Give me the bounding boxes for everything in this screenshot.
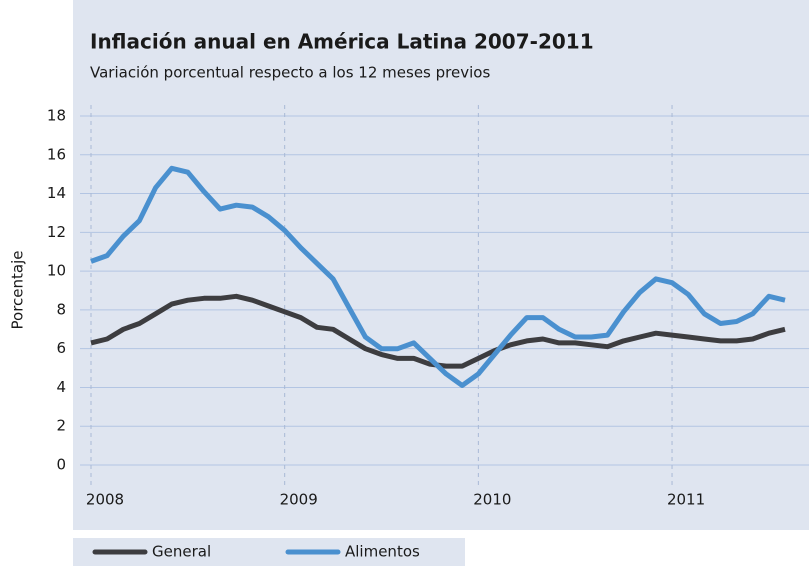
chart-subtitle: Variación porcentual respecto a los 12 m… [90, 64, 490, 82]
y-tick-label: 14 [47, 184, 66, 202]
legend-label: General [152, 543, 211, 561]
y-tick-label: 12 [47, 223, 66, 241]
x-tick-label: 2009 [280, 491, 318, 509]
y-tick-label: 4 [56, 378, 66, 396]
plot-background [73, 0, 809, 530]
y-tick-label: 6 [56, 339, 66, 357]
series-line [90, 165, 786, 388]
y-tick-label: 2 [56, 417, 66, 435]
y-tick-label: 0 [56, 456, 66, 474]
x-tick-label: 2011 [667, 491, 705, 509]
y-tick-label: 18 [47, 107, 66, 125]
chart-title: Inflación anual en América Latina 2007-2… [90, 30, 594, 54]
y-tick-label: 8 [56, 300, 66, 318]
y-tick-label: 10 [47, 262, 66, 280]
y-axis-label: Porcentaje [9, 251, 27, 330]
legend-label: Alimentos [345, 543, 420, 561]
x-tick-label: 2008 [86, 491, 124, 509]
y-tick-label: 16 [47, 145, 66, 163]
x-tick-label: 2010 [473, 491, 511, 509]
